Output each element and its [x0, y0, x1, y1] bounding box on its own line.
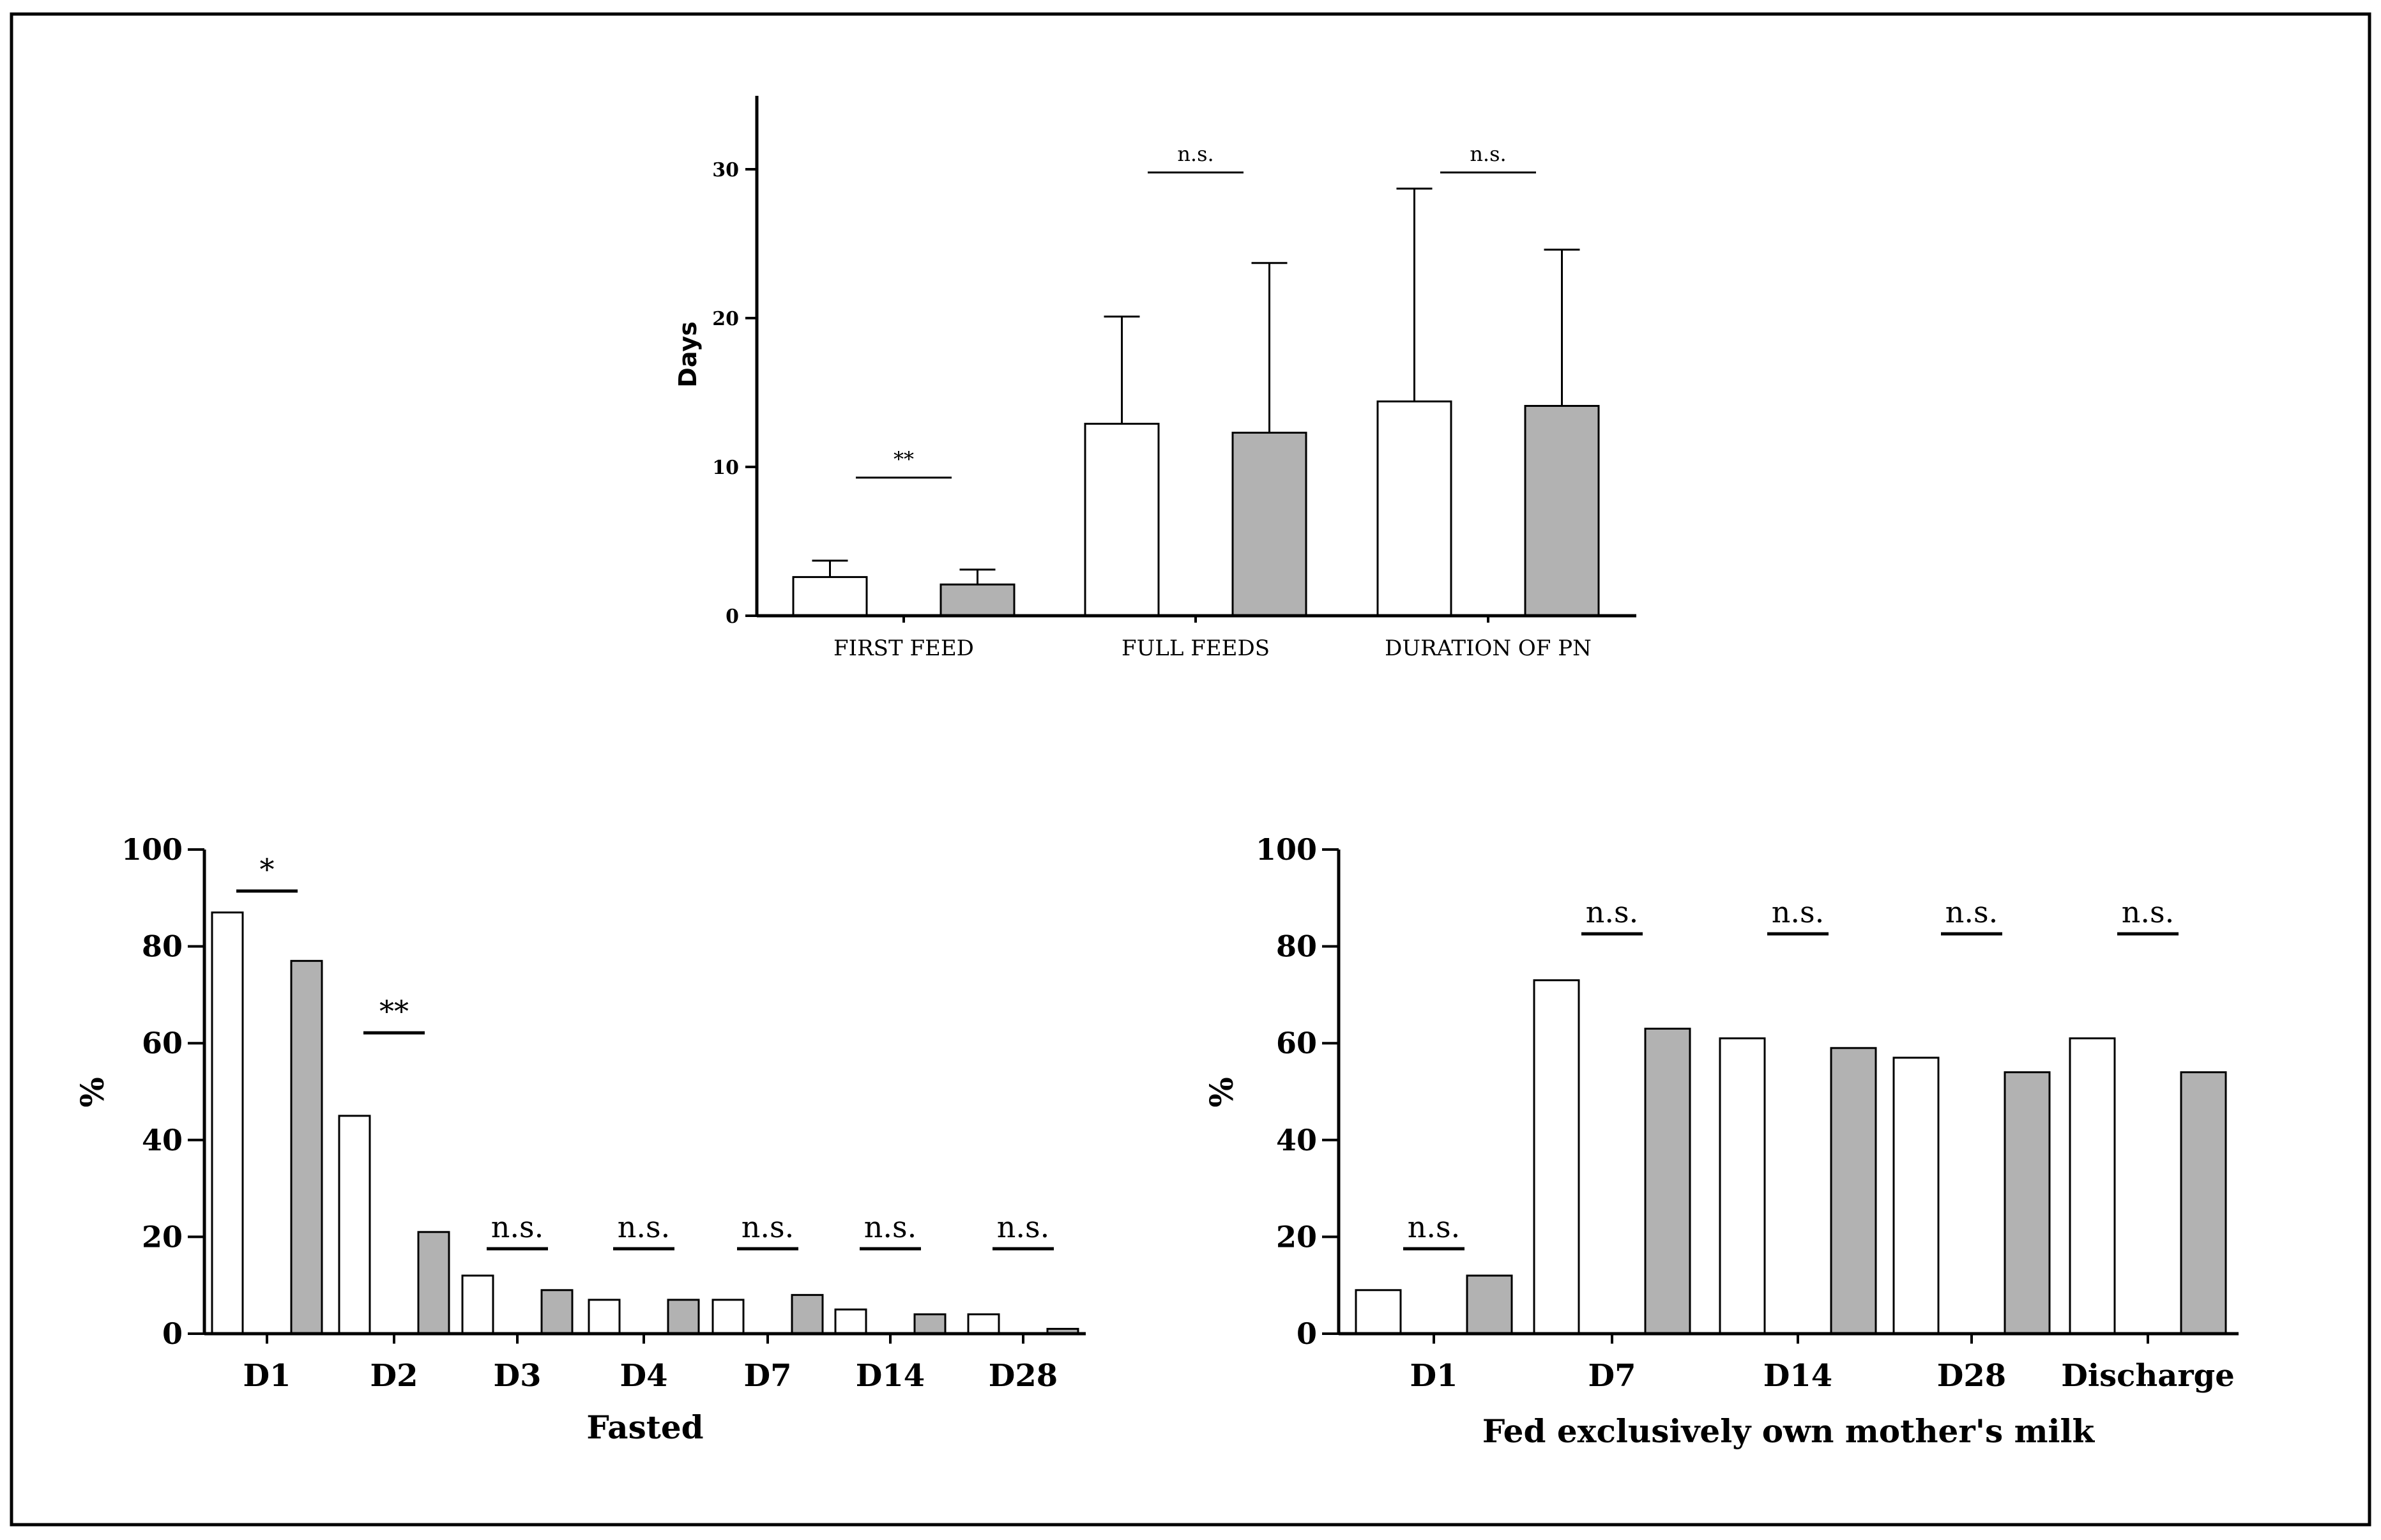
bar-d28-series-2 — [2004, 1071, 2051, 1335]
y-tick-label: 100 — [121, 832, 183, 867]
significance-label: n.s. — [2122, 895, 2174, 929]
x-tick-label: D4 — [620, 1358, 667, 1394]
y-tick-label: 40 — [1276, 1123, 1317, 1157]
bar-d28-series-1 — [1892, 1056, 1940, 1335]
chart-milk: D1 n.s. D7 n.s. D14 n.s. D28 n.s. Discharge n.s. 0… — [1203, 832, 2239, 1450]
y-tick-label: 0 — [726, 606, 739, 628]
x-axis-title: Fed exclusively own mother's milk — [1482, 1412, 2096, 1450]
y-axis-title: % — [73, 1077, 111, 1108]
significance-label: n.s. — [618, 1210, 670, 1244]
y-tick-label: 60 — [1276, 1026, 1317, 1060]
chart-top: FIRST FEED ** FULL FEEDS n.s. DURATION OF PN… — [674, 96, 1636, 661]
bar-d14-series-2 — [913, 1313, 947, 1335]
bar-duration-of-pn-series-1 — [1376, 400, 1452, 617]
y-axis-title: Days — [674, 321, 702, 387]
bar-d7-series-2 — [1644, 1027, 1691, 1335]
y-tick-label: 30 — [712, 159, 739, 181]
y-tick-label: 0 — [162, 1316, 183, 1351]
significance-label: n.s. — [1772, 895, 1824, 929]
significance-label: n.s. — [864, 1210, 917, 1244]
x-tick-label: D14 — [856, 1358, 925, 1394]
significance-label: n.s. — [1586, 895, 1638, 929]
x-tick-label: D7 — [743, 1358, 791, 1394]
significance-label: ** — [379, 994, 409, 1028]
x-tick-label: D28 — [989, 1358, 1058, 1394]
bar-d2-series-1 — [338, 1115, 371, 1335]
significance-label: * — [260, 852, 275, 887]
bar-d14-series-1 — [834, 1308, 867, 1335]
significance-label: n.s. — [1408, 1210, 1460, 1244]
bar-d3-series-1 — [461, 1274, 494, 1335]
x-tick-label: FULL FEEDS — [1122, 636, 1270, 661]
figure-frame — [10, 12, 2371, 1527]
significance-label: n.s. — [997, 1210, 1049, 1244]
bar-d4-series-1 — [588, 1299, 621, 1335]
bar-first-feed-series-1 — [792, 576, 868, 617]
x-tick-label: Discharge — [2061, 1358, 2235, 1394]
significance-label: ** — [894, 447, 914, 471]
bar-d2-series-2 — [417, 1231, 450, 1335]
significance-label: n.s. — [1470, 142, 1506, 166]
x-tick-label: D28 — [1937, 1358, 2006, 1394]
bar-d1-series-2 — [290, 959, 323, 1335]
bar-d7-series-1 — [1533, 979, 1580, 1335]
chart-fasted: D1 * D2 ** D3 n.s. D4 n.s. D7 n.s. D14 n.s. D28 n.s. 0… — [73, 832, 1086, 1446]
x-tick-label: D14 — [1763, 1358, 1832, 1394]
y-tick-label: 0 — [1297, 1316, 1317, 1351]
x-axis-title: Fasted — [586, 1408, 703, 1446]
bar-d1-series-1 — [211, 911, 244, 1335]
y-axis-title: % — [1203, 1077, 1240, 1108]
bar-d14-series-2 — [1830, 1047, 1877, 1335]
x-tick-label: FIRST FEED — [833, 636, 974, 661]
bar-full-feeds-series-2 — [1231, 431, 1307, 617]
bar-d7-series-1 — [711, 1299, 745, 1335]
bar-d7-series-2 — [791, 1293, 824, 1335]
bar-d1-series-1 — [1355, 1289, 1402, 1335]
x-tick-label: D2 — [370, 1358, 418, 1394]
bar-full-feeds-series-1 — [1084, 422, 1160, 617]
y-tick-label: 80 — [1276, 929, 1317, 964]
bar-d4-series-2 — [667, 1299, 700, 1335]
x-tick-label: D7 — [1588, 1358, 1636, 1394]
y-tick-label: 80 — [142, 929, 183, 964]
y-tick-label: 20 — [1276, 1219, 1317, 1254]
y-tick-label: 10 — [712, 457, 739, 479]
bar-d3-series-2 — [540, 1289, 574, 1335]
bar-d28-series-1 — [967, 1313, 1000, 1335]
significance-label: n.s. — [491, 1210, 544, 1244]
y-tick-label: 100 — [1256, 832, 1317, 867]
bar-d1-series-2 — [1466, 1274, 1513, 1335]
y-tick-label: 20 — [712, 308, 739, 330]
x-tick-label: D1 — [1410, 1358, 1457, 1394]
x-tick-label: D3 — [493, 1358, 541, 1394]
y-tick-label: 60 — [142, 1026, 183, 1060]
bar-duration-of-pn-series-2 — [1524, 404, 1600, 617]
significance-label: n.s. — [1177, 142, 1213, 166]
bar-d14-series-1 — [1719, 1037, 1766, 1335]
bar-discharge-series-2 — [2180, 1071, 2227, 1335]
y-tick-label: 20 — [142, 1219, 183, 1254]
bar-first-feed-series-2 — [939, 583, 1016, 617]
significance-label: n.s. — [1945, 895, 1998, 929]
x-tick-label: DURATION OF PN — [1385, 636, 1592, 661]
y-tick-label: 40 — [142, 1123, 183, 1157]
x-tick-label: D1 — [243, 1358, 291, 1394]
bar-discharge-series-1 — [2069, 1037, 2116, 1335]
significance-label: n.s. — [742, 1210, 794, 1244]
